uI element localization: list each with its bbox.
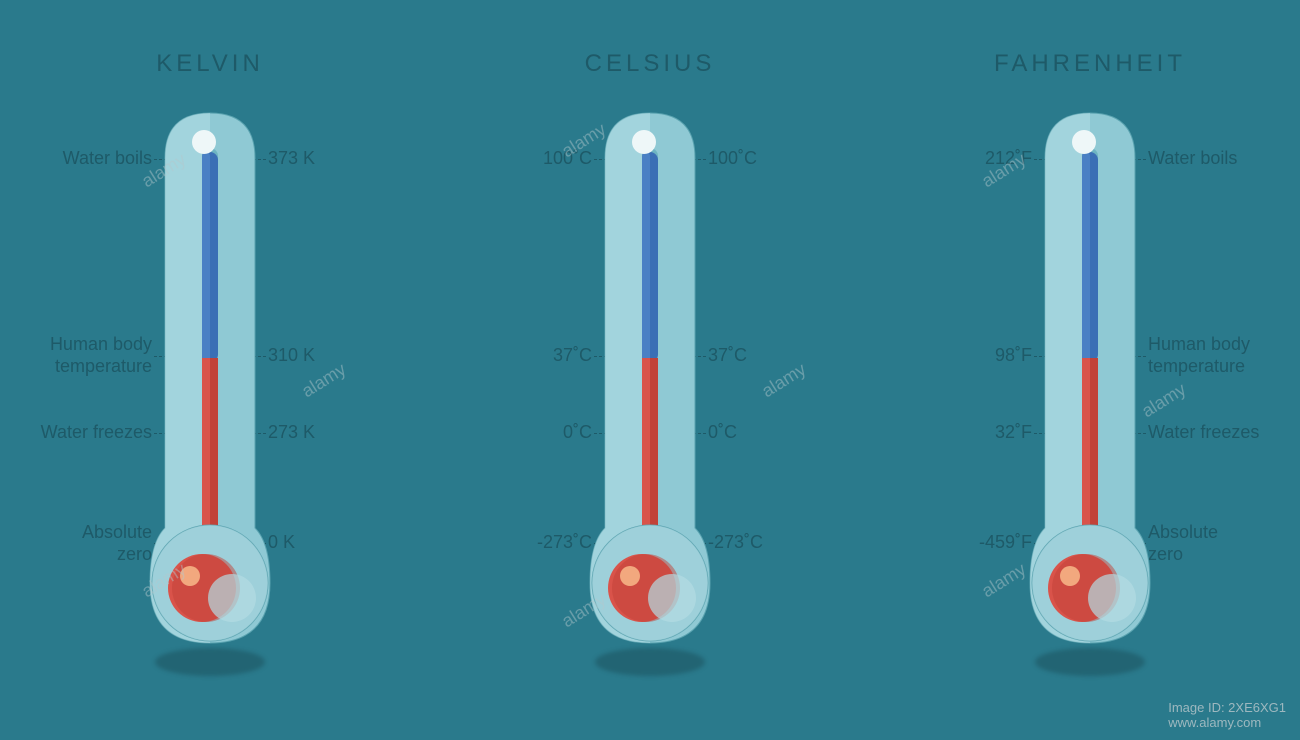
celsius-group: CELSIUS 100˚C 37˚C 0˚C -273˚C 100˚C 37˚C… xyxy=(500,50,800,740)
kelvin-title: KELVIN xyxy=(156,50,264,78)
kelvin-thermo-icon xyxy=(140,108,280,668)
fahrenheit-right-boils: Water boils xyxy=(1148,148,1237,170)
corner-credit: Image ID: 2XE6XG1www.alamy.com xyxy=(1168,700,1286,730)
fahrenheit-title: FAHRENHEIT xyxy=(994,50,1186,78)
kelvin-left-boils: Water boils xyxy=(63,148,152,170)
fahrenheit-right-freezes: Water freezes xyxy=(1148,422,1259,444)
celsius-title: CELSIUS xyxy=(585,50,716,78)
kelvin-group: KELVIN Water boils Human bodytemperature… xyxy=(60,50,360,740)
celsius-thermo-wrap: 100˚C 37˚C 0˚C -273˚C 100˚C 37˚C 0˚C -27… xyxy=(500,108,800,668)
fahrenheit-thermo-wrap: 212˚F 98˚F 32˚F -459˚F Water boils Human… xyxy=(940,108,1240,668)
kelvin-thermo-wrap: Water boils Human bodytemperature Water … xyxy=(60,108,360,668)
kelvin-left-freezes: Water freezes xyxy=(41,422,152,444)
fahrenheit-thermo-icon xyxy=(1020,108,1160,668)
kelvin-left-body: Human bodytemperature xyxy=(50,334,152,377)
celsius-thermo-icon xyxy=(580,108,720,668)
infographic-container: KELVIN Water boils Human bodytemperature… xyxy=(0,0,1300,740)
fahrenheit-right-body: Human bodytemperature xyxy=(1148,334,1250,377)
fahrenheit-group: FAHRENHEIT 212˚F 98˚F 32˚F -459˚F Water … xyxy=(940,50,1240,740)
